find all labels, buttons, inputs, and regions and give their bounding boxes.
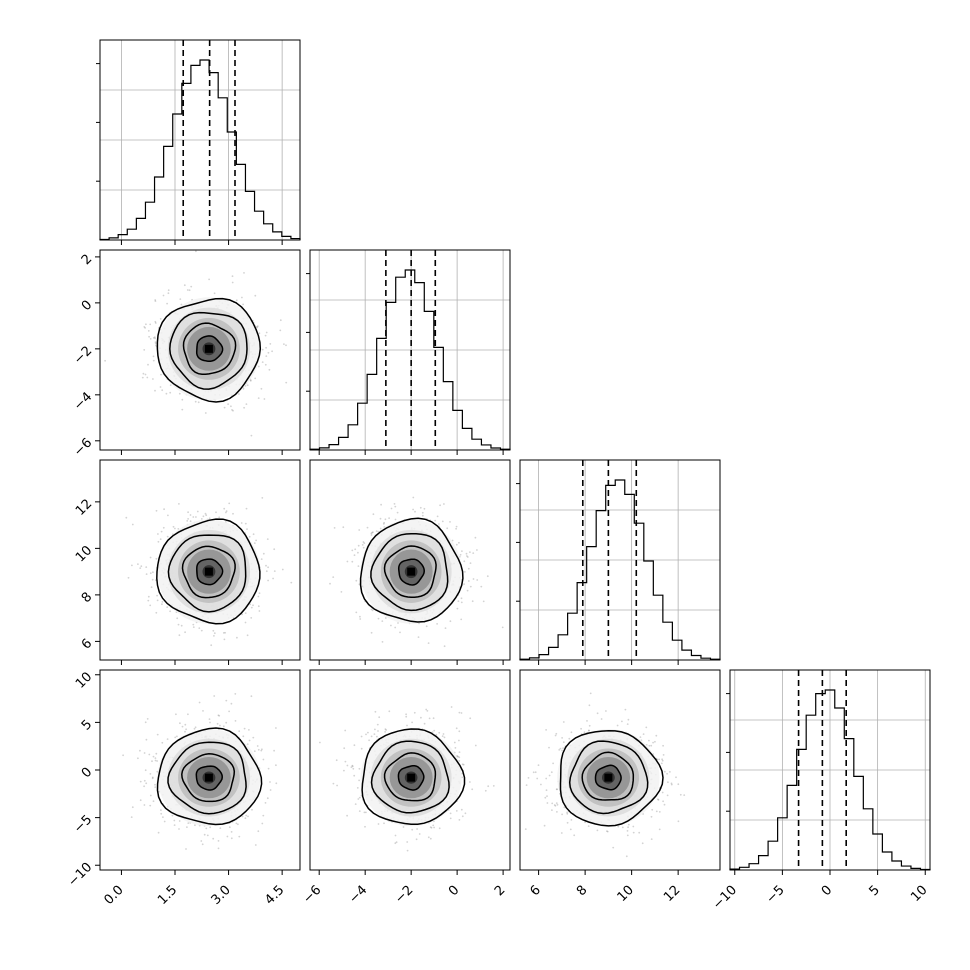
y-tick-label: 10 xyxy=(73,543,95,565)
contour-0 xyxy=(397,558,425,586)
contour-0 xyxy=(594,764,622,791)
contour-1 xyxy=(581,751,635,801)
y-tick-label: −4 xyxy=(71,390,95,414)
x-tick-label: 5 xyxy=(866,883,882,899)
contour-1 xyxy=(181,545,236,599)
y-tick-label: 5 xyxy=(79,717,95,733)
x-tick-label: 10 xyxy=(615,883,637,905)
panel-frame xyxy=(519,459,721,661)
peak-marker xyxy=(604,773,613,782)
contour-2 xyxy=(169,311,248,390)
contour-1 xyxy=(383,545,437,598)
x-tick-label: 3.0 xyxy=(209,883,234,908)
histogram-step xyxy=(519,479,721,660)
x-tick-label: 10 xyxy=(908,883,930,905)
x-tick-label: 2 xyxy=(492,883,508,899)
contour-3 xyxy=(156,518,261,625)
contour-3 xyxy=(559,729,664,827)
peak-marker xyxy=(407,567,416,576)
contour-2 xyxy=(370,740,450,814)
x-tick-label: −10 xyxy=(710,883,740,913)
x-tick-label: −6 xyxy=(300,883,324,907)
y-tick-label: 6 xyxy=(79,636,95,652)
hist-grid xyxy=(310,250,510,450)
y-tick-label: 8 xyxy=(79,590,95,606)
contour-1 xyxy=(181,753,236,803)
y-tick-label: −10 xyxy=(65,860,95,890)
panel-frame xyxy=(99,39,301,241)
peak-marker xyxy=(204,567,213,576)
contour-2 xyxy=(167,534,247,613)
x-tick-label: 0.0 xyxy=(101,883,126,908)
x-tick-label: −5 xyxy=(764,883,788,907)
y-tick-label: −2 xyxy=(71,344,95,368)
peak-marker xyxy=(204,344,213,353)
x-tick-label: 6 xyxy=(527,883,543,899)
peak-marker xyxy=(407,773,416,782)
panel-frame xyxy=(99,249,301,451)
histogram-step xyxy=(729,689,931,871)
y-tick-label: 10 xyxy=(73,669,95,691)
panel-frame xyxy=(519,669,721,871)
x-tick-label: 12 xyxy=(661,883,683,905)
y-tick-label: 0 xyxy=(79,765,95,781)
panel-2-1 xyxy=(309,459,511,665)
x-tick-label: −4 xyxy=(346,883,370,907)
x-tick-label: 1.5 xyxy=(155,883,180,908)
y-tick-label: −6 xyxy=(71,436,95,460)
panel-frame xyxy=(309,249,511,451)
contour-0 xyxy=(196,558,224,586)
panel-frame xyxy=(99,459,301,661)
panel-frame xyxy=(309,669,511,871)
y-tick-label: 12 xyxy=(73,497,95,519)
histogram-step xyxy=(99,59,301,241)
panel-2-0: 12 10 8 6 xyxy=(73,459,301,665)
panel-3-3 xyxy=(726,669,931,875)
contour-0 xyxy=(397,764,425,791)
histogram-step xyxy=(309,269,511,450)
panel-1-1 xyxy=(306,249,511,455)
panel-3-2 xyxy=(519,669,721,875)
panel-0-0 xyxy=(96,39,301,245)
contour-3 xyxy=(359,517,464,623)
contour-2 xyxy=(568,740,649,815)
panel-frame xyxy=(309,459,511,661)
contour-1 xyxy=(182,322,237,376)
contour-0 xyxy=(195,335,224,362)
hist-grid xyxy=(730,670,930,870)
x-tick-label: 0 xyxy=(446,883,462,899)
panel-2-2 xyxy=(516,459,721,665)
contour-2 xyxy=(370,532,449,612)
panel-3-1 xyxy=(309,669,511,875)
x-tick-label: 0 xyxy=(819,883,835,899)
x-tick-label: 8 xyxy=(574,883,590,899)
x-tick-label: −2 xyxy=(392,883,416,907)
y-tick-label: −5 xyxy=(71,812,95,836)
x-tick-label: 4.5 xyxy=(262,883,287,908)
contour-1 xyxy=(383,752,437,802)
y-tick-label: 2 xyxy=(79,252,95,268)
panel-3-0: 10 5 0 −5 −10 xyxy=(65,669,301,890)
contour-3 xyxy=(156,297,262,403)
panel-1-0: 2 0 −2 −4 −6 xyxy=(71,249,301,460)
peak-marker xyxy=(204,773,213,782)
contour-0 xyxy=(195,765,223,791)
contour-2 xyxy=(167,741,247,815)
contour-3 xyxy=(156,727,263,826)
contour-3 xyxy=(361,728,466,825)
y-tick-label: 0 xyxy=(79,298,95,314)
hist-grid xyxy=(100,40,300,240)
hist-grid xyxy=(520,460,720,660)
